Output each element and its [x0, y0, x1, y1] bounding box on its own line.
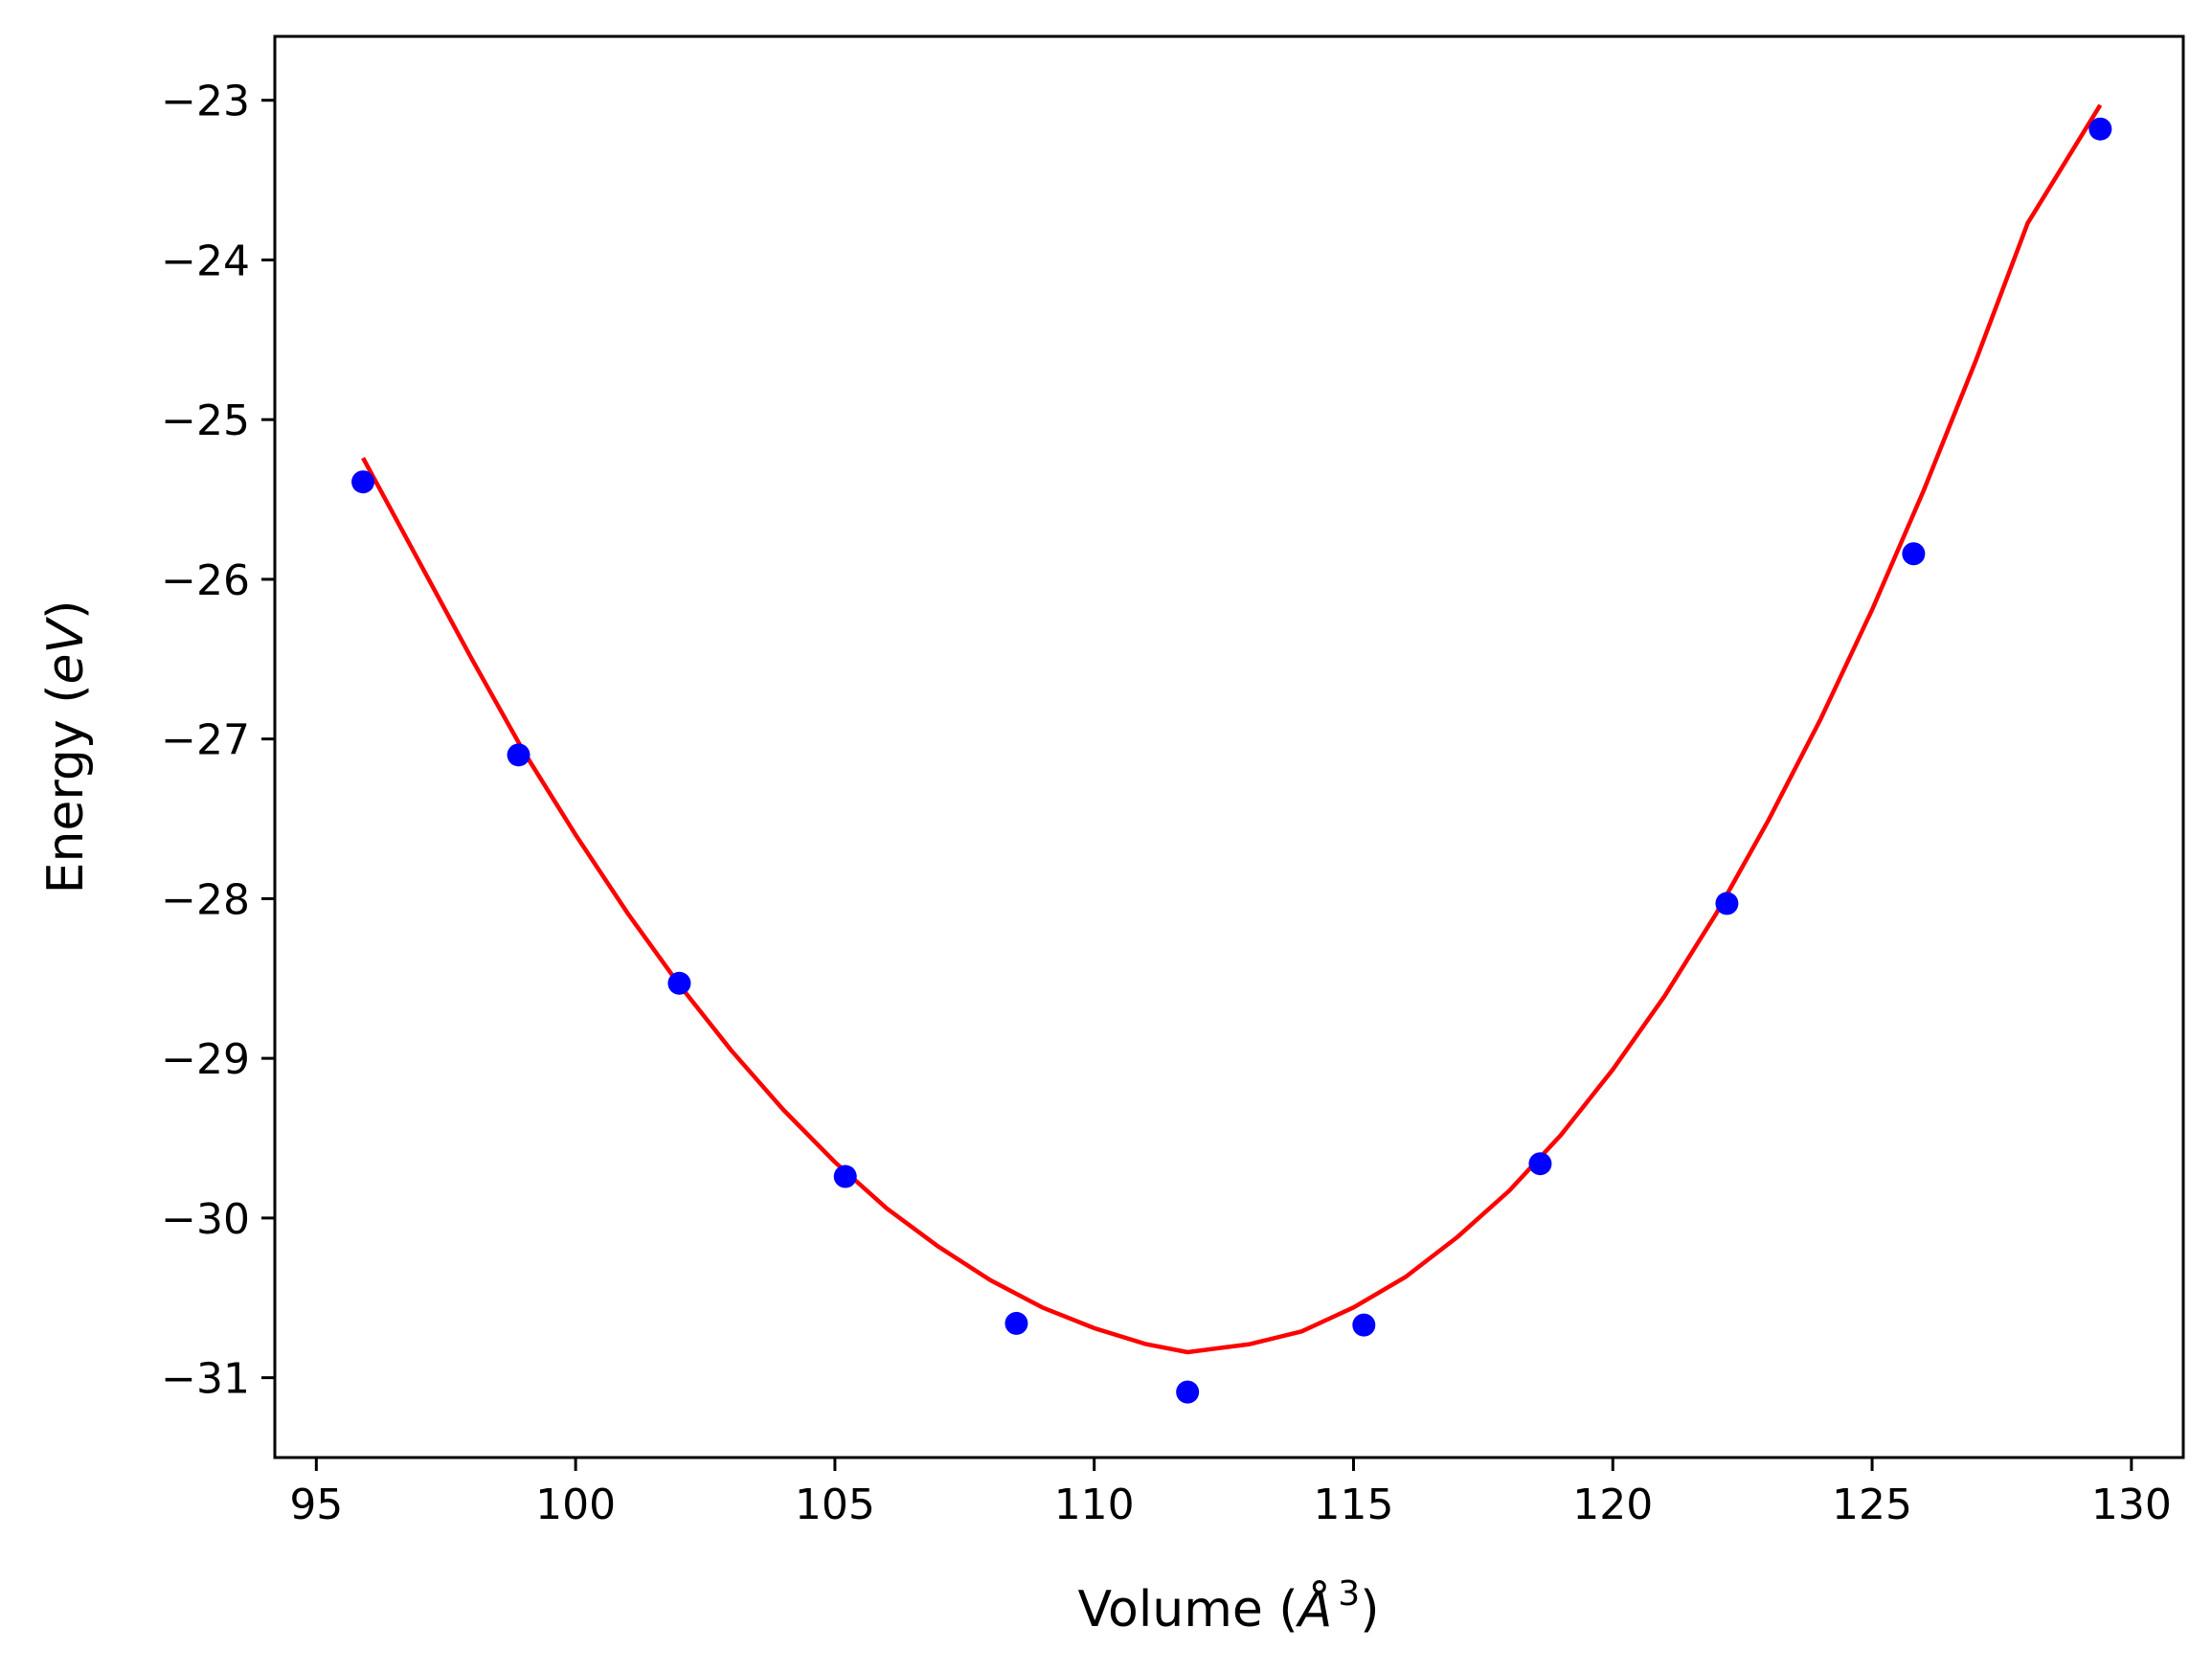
- x-tick-label: 115: [1313, 1481, 1393, 1529]
- data-point: [1715, 892, 1739, 916]
- x-tick-label: 110: [1054, 1481, 1135, 1529]
- y-tick-label: −29: [161, 1035, 250, 1084]
- data-point: [833, 1164, 857, 1188]
- y-tick-label: −23: [161, 78, 250, 126]
- x-tick-label: 105: [795, 1481, 875, 1529]
- x-axis-ticks: 95 100 105 110 115 120 125 130: [289, 1458, 2172, 1529]
- x-tick-label: 120: [1572, 1481, 1653, 1529]
- y-axis-title: Energy (eV): [37, 600, 95, 894]
- data-point: [2088, 117, 2112, 141]
- fit-curve-layer: [361, 103, 2103, 1355]
- x-axis-unit-exponent: 3: [1338, 1574, 1360, 1614]
- plot-frame: [273, 34, 2185, 1459]
- data-points-layer: [351, 117, 2112, 1404]
- y-axis-label-open: (: [37, 684, 95, 719]
- y-tick-label: −26: [161, 556, 250, 605]
- y-axis-unit: eV: [37, 617, 95, 685]
- x-tick-label: 130: [2091, 1481, 2172, 1529]
- x-axis-label-open: (: [1263, 1581, 1298, 1639]
- x-tick-label: 100: [535, 1481, 616, 1529]
- y-axis-label: Energy: [37, 719, 95, 893]
- x-tick-label: 125: [1832, 1481, 1912, 1529]
- x-axis-label-close: ): [1360, 1581, 1379, 1639]
- data-point: [1176, 1380, 1200, 1404]
- y-tick-label: −28: [161, 875, 250, 924]
- data-point: [507, 743, 530, 767]
- x-tick-label: 95: [289, 1481, 343, 1529]
- y-axis-label-close: ): [37, 600, 95, 620]
- y-tick-label: −27: [161, 716, 250, 765]
- data-point: [667, 971, 691, 995]
- fit-curve-line: [361, 103, 2103, 1355]
- x-axis-unit: Å: [1296, 1579, 1333, 1639]
- y-axis-ticks: −31 −30 −29 −28 −27 −26 −25 −24 −23: [161, 78, 275, 1404]
- data-point: [1352, 1313, 1376, 1337]
- y-tick-label: −24: [161, 237, 250, 285]
- y-tick-label: −31: [161, 1355, 250, 1404]
- data-point: [1902, 542, 1926, 566]
- plot-background: [275, 36, 2183, 1458]
- y-tick-label: −30: [161, 1195, 250, 1244]
- y-tick-label: −25: [161, 396, 250, 445]
- x-axis-label: Volume: [1077, 1581, 1262, 1639]
- x-axis-title: Volume (Å 3): [1077, 1574, 1379, 1639]
- data-point: [1528, 1152, 1552, 1176]
- data-point: [351, 470, 375, 494]
- data-point: [1004, 1311, 1028, 1335]
